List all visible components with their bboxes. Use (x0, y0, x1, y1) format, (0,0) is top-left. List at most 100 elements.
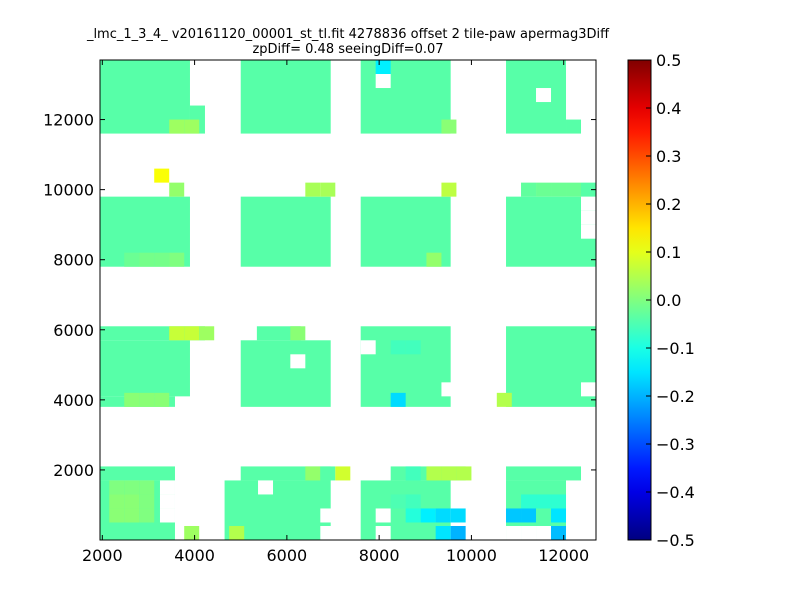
heatmap-cell (169, 326, 185, 341)
heatmap-cell (390, 392, 406, 407)
heatmap-cell (124, 480, 140, 495)
heatmap-cell (450, 525, 466, 540)
colorbar-tick-label: −0.1 (656, 339, 695, 358)
heatmap-empty-cell (581, 210, 596, 225)
heatmap-cell (199, 326, 215, 341)
x-tick-label: 4000 (174, 546, 215, 565)
heatmap-block (100, 466, 175, 481)
heatmap-cell (420, 508, 436, 523)
heatmap-cell (154, 392, 170, 407)
heatmap-cell (139, 494, 155, 509)
heatmap-block (506, 466, 582, 481)
heatmap-block (100, 340, 190, 397)
heatmap-block (240, 196, 331, 267)
heatmap-cell (124, 494, 140, 509)
heatmap-cell (521, 182, 537, 197)
heatmap-cell (229, 525, 245, 540)
heatmap-cell (551, 525, 567, 540)
heatmap-empty-cell (456, 196, 472, 211)
heatmap-cell (405, 494, 421, 509)
heatmap-cell (496, 392, 512, 407)
heatmap-cell (536, 494, 552, 509)
x-tick-label: 2000 (82, 546, 123, 565)
heatmap-empty-cell (159, 494, 175, 509)
heatmap-cell (405, 508, 421, 523)
heatmap-cells (100, 60, 596, 540)
heatmap-cell (390, 340, 406, 355)
heatmap-empty-cell (536, 525, 552, 540)
heatmap-cell (320, 182, 336, 197)
heatmap-cell (536, 182, 552, 197)
heatmap-cell (435, 525, 451, 540)
heatmap-cell (139, 508, 155, 523)
x-tick-label: 10000 (446, 546, 497, 565)
heatmap-cell (405, 466, 421, 481)
heatmap-cell (456, 466, 472, 481)
heatmap-cell (441, 119, 457, 134)
heatmap-cell (581, 182, 596, 197)
y-tick-label: 2000 (53, 461, 94, 480)
heatmap-cell (426, 252, 442, 267)
heatmap-cell (184, 326, 200, 341)
heatmap-block (240, 60, 331, 134)
x-tick-label: 6000 (267, 546, 308, 565)
heatmap-cell (139, 480, 155, 495)
heatmap-empty-cell (521, 525, 537, 540)
colorbar-tick-label: −0.5 (656, 531, 695, 550)
heatmap-cell (551, 182, 567, 197)
heatmap-cell (184, 119, 200, 134)
heatmap-cell (124, 392, 140, 407)
heatmap-cell (521, 508, 537, 523)
heatmap-block (566, 119, 582, 134)
colorbar-tick-label: −0.2 (656, 387, 695, 406)
heatmap-cell (441, 182, 457, 197)
heatmap-empty-cell (258, 480, 274, 495)
colorbar-axis: 0.5 0.4 0.3 0.2 0.1 0.0 −0.1 −0.2 −0.3 −0.4 −0.5 (646, 51, 695, 550)
heatmap-empty-cell (320, 508, 336, 523)
heatmap-cell (169, 182, 185, 197)
heatmap-cell (551, 494, 567, 509)
y-tick-label: 10000 (43, 181, 94, 200)
heatmap-cell (184, 525, 200, 540)
heatmap-cell (335, 466, 351, 481)
x-tick-label: 12000 (538, 546, 589, 565)
heatmap-empty-cell (581, 382, 596, 397)
heatmap-block (256, 326, 301, 341)
heatmap-empty-cell (375, 74, 391, 89)
y-tick-label: 4000 (53, 391, 94, 410)
colorbar-tick-label: −0.4 (656, 483, 695, 502)
chart-title: _lmc_1_3_4_ v20161120_00001_st_tl.fit 42… (86, 27, 610, 42)
heatmap-cell (521, 494, 537, 509)
plot-frame (99, 59, 597, 541)
chart-subtitle: zpDiff= 0.48 seeingDiff=0.07 (252, 42, 443, 57)
heatmap-cell (290, 326, 306, 341)
heatmap-cell (435, 508, 451, 523)
heatmap-block (506, 60, 567, 134)
heatmap-empty-cell (581, 224, 596, 239)
heatmap-empty-cell (441, 382, 457, 397)
x-axis: 2000 4000 6000 8000 10000 12000 (82, 60, 589, 565)
heatmap-cell (169, 119, 185, 134)
heatmap-cell (375, 60, 391, 75)
heatmap-empty-cell (536, 88, 552, 103)
heatmap-empty-cell (360, 340, 376, 355)
heatmap-cell (305, 182, 321, 197)
colorbar-tick-label: 0.0 (656, 291, 681, 310)
x-tick-label: 8000 (359, 546, 400, 565)
y-axis: 2000 4000 6000 8000 10000 12000 (43, 111, 596, 480)
heatmap-empty-cell (456, 224, 472, 239)
heatmap-cell (109, 494, 125, 509)
heatmap-cell (109, 480, 125, 495)
colorbar-tick-label: 0.1 (656, 243, 681, 262)
heatmap-empty-cell (581, 196, 596, 211)
y-tick-label: 8000 (53, 251, 94, 270)
heatmap-cell (441, 466, 457, 481)
heatmap-cell (320, 466, 336, 481)
colorbar-tick-label: 0.4 (656, 99, 681, 118)
heatmap-cell (139, 252, 155, 267)
heatmap-cell (154, 252, 170, 267)
heatmap-cell (124, 252, 140, 267)
heatmap-empty-cell (456, 238, 472, 253)
heatmap-cell (390, 494, 406, 509)
heatmap-cell (109, 508, 125, 523)
